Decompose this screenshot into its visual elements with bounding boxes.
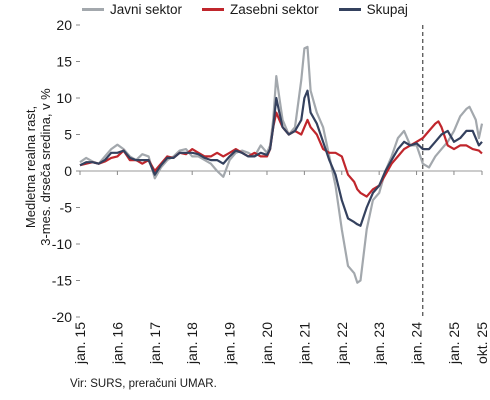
series-skupaj-line xyxy=(79,89,483,227)
y-tick-label: 0 xyxy=(64,163,72,179)
y-tick-label: -10 xyxy=(52,236,72,252)
x-tick-label: jan. 24 xyxy=(409,322,425,365)
x-tick-label: jan. 25 xyxy=(446,322,462,365)
y-tick-label: -5 xyxy=(60,200,73,216)
y-axis-label-line2: 3-mes. drseča sredina, v % xyxy=(38,88,53,246)
y-tick-label: -15 xyxy=(52,273,72,289)
x-tick-label: jan. 15 xyxy=(72,322,88,365)
x-tick-label: jan. 22 xyxy=(334,322,350,365)
y-axis-label: Medletna realna rast, 3-mes. drseča sred… xyxy=(23,67,53,267)
x-tick-label: jan. 19 xyxy=(222,322,238,365)
x-tick-label: jan. 18 xyxy=(184,322,200,365)
legend-item-zasebni: Zasebni sektor xyxy=(202,2,319,17)
legend-swatch-skupaj xyxy=(338,8,361,11)
legend: Javni sektor Zasebni sektor Skupaj xyxy=(82,2,408,17)
y-tick-label: 10 xyxy=(56,90,72,106)
series-javni-line xyxy=(79,45,484,284)
legend-label-javni: Javni sektor xyxy=(110,2,183,17)
x-tick-label: jan. 21 xyxy=(296,322,312,365)
x-tick-label: jan. 16 xyxy=(109,322,125,365)
x-tick-label: jan. 17 xyxy=(147,322,163,365)
legend-item-javni: Javni sektor xyxy=(82,2,182,17)
x-tick-label: okt. 25 xyxy=(474,322,490,364)
legend-label-zasebni: Zasebni sektor xyxy=(230,2,319,17)
y-tick-label: -20 xyxy=(52,309,72,325)
legend-item-skupaj: Skupaj xyxy=(338,2,408,17)
legend-label-skupaj: Skupaj xyxy=(366,2,408,17)
legend-swatch-javni xyxy=(82,8,104,11)
source-note: Vir: SURS, preračuni UMAR. xyxy=(70,378,217,390)
y-tick-label: 5 xyxy=(64,127,72,143)
x-tick-label: jan. 23 xyxy=(371,322,387,365)
y-tick-label: 15 xyxy=(56,54,72,70)
y-axis-label-line1: Medletna realna rast, xyxy=(23,105,38,229)
legend-swatch-zasebni xyxy=(202,8,225,11)
y-tick-label: 20 xyxy=(56,17,72,33)
x-tick-label: jan. 20 xyxy=(259,322,275,365)
